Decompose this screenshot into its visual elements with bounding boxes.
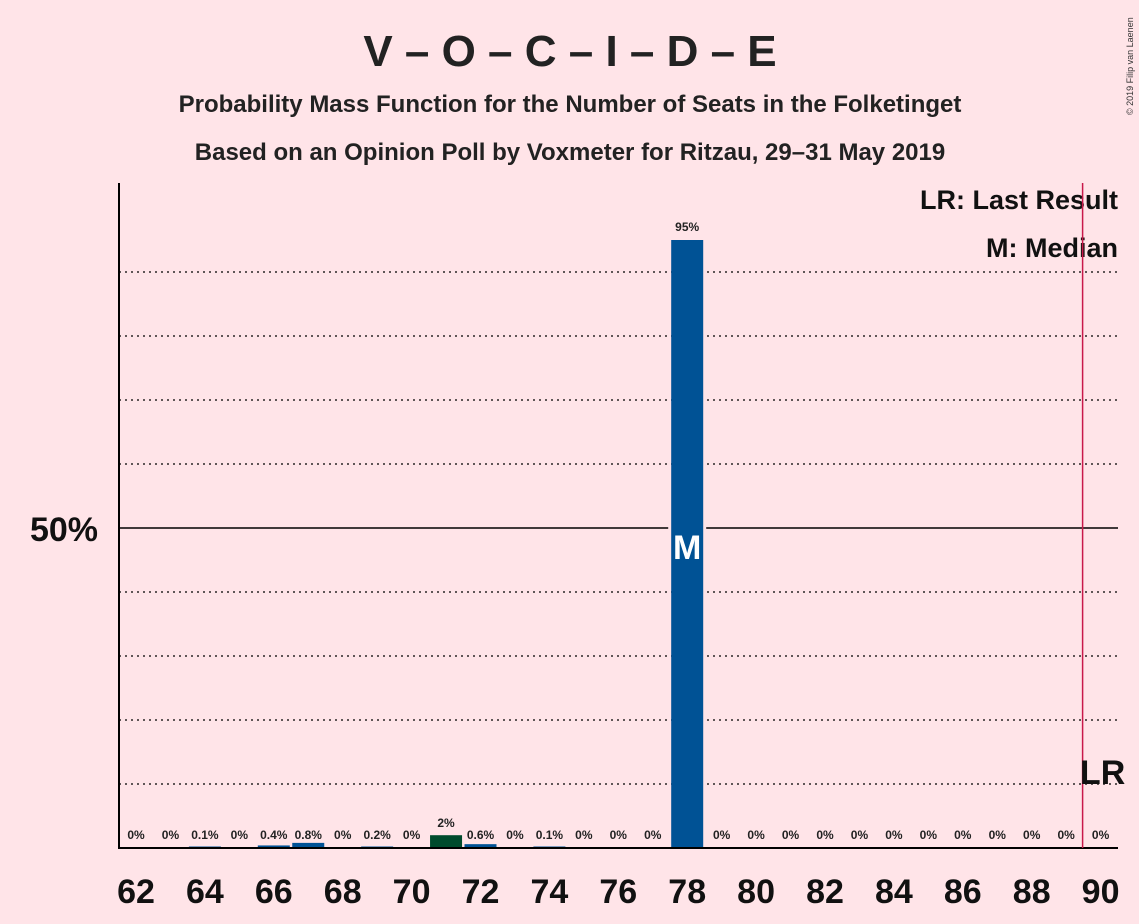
x-tick-label-62: 62 xyxy=(117,873,155,911)
bar-seat-67 xyxy=(292,842,325,848)
bar-labels: 0% 0% 0.1% 0% 0.4% 0.8% 0% 0.2% 0% 2% 0.6% 0% 0.1% 0%… xyxy=(127,220,1109,842)
x-tick-label-70: 70 xyxy=(393,873,431,911)
bar-label-seat-81: 0% xyxy=(782,828,800,842)
bar-label-seat-74: 0.1% xyxy=(536,828,564,842)
x-tick-label-64: 64 xyxy=(186,873,224,911)
bar-label-seat-71: 2% xyxy=(437,816,455,830)
bar-label-seat-73: 0% xyxy=(506,828,524,842)
bar-label-seat-66: 0.4% xyxy=(260,828,288,842)
x-tick-label-84: 84 xyxy=(875,873,913,911)
bar-label-seat-80: 0% xyxy=(747,828,765,842)
bar-label-seat-63: 0% xyxy=(162,828,180,842)
x-tick-label-86: 86 xyxy=(944,873,982,911)
bar-seat-78 xyxy=(671,240,704,848)
bar-label-seat-85: 0% xyxy=(920,828,938,842)
x-tick-label-80: 80 xyxy=(737,873,775,911)
bar-label-seat-68: 0% xyxy=(334,828,352,842)
x-tick-label-66: 66 xyxy=(255,873,293,911)
bar-label-seat-87: 0% xyxy=(989,828,1007,842)
bar-seat-71 xyxy=(430,835,463,848)
bar-label-seat-83: 0% xyxy=(851,828,869,842)
x-tick-label-74: 74 xyxy=(530,873,568,911)
bar-label-seat-88: 0% xyxy=(1023,828,1041,842)
bars xyxy=(188,240,707,848)
bar-label-seat-77: 0% xyxy=(644,828,662,842)
bar-label-seat-86: 0% xyxy=(954,828,972,842)
last-result-marker: LR xyxy=(1080,754,1125,792)
bar-label-seat-90: 0% xyxy=(1092,828,1110,842)
markers: LR M xyxy=(673,183,1125,848)
bar-label-seat-76: 0% xyxy=(610,828,628,842)
x-tick-label-68: 68 xyxy=(324,873,362,911)
bar-seat-72 xyxy=(464,844,497,848)
y-tick-label-50: 50% xyxy=(30,511,98,549)
bar-seat-66 xyxy=(257,845,290,848)
bar-label-seat-65: 0% xyxy=(231,828,249,842)
bar-label-seat-69: 0.2% xyxy=(363,828,391,842)
bar-label-seat-70: 0% xyxy=(403,828,421,842)
bar-label-seat-78: 95% xyxy=(675,220,699,234)
grid-lines xyxy=(119,271,1118,785)
bar-label-seat-62: 0% xyxy=(127,828,145,842)
x-tick-label-82: 82 xyxy=(806,873,844,911)
bar-label-seat-79: 0% xyxy=(713,828,731,842)
bar-label-seat-82: 0% xyxy=(816,828,834,842)
bar-label-seat-75: 0% xyxy=(575,828,593,842)
bar-label-seat-64: 0.1% xyxy=(191,828,219,842)
x-tick-label-88: 88 xyxy=(1013,873,1051,911)
x-tick-labels: 62 64 66 68 70 72 74 76 78 80 82 84 86 88 90 xyxy=(117,873,1119,911)
copyright-text: © 2019 Filip van Laenen xyxy=(1125,17,1135,115)
bar-label-seat-84: 0% xyxy=(885,828,903,842)
x-tick-label-90: 90 xyxy=(1082,873,1120,911)
legend-median: M: Median xyxy=(986,233,1118,263)
x-tick-label-78: 78 xyxy=(668,873,706,911)
chart-title: V – O – C – I – D – E xyxy=(363,27,776,76)
legend-last-result: LR: Last Result xyxy=(920,185,1118,215)
bar-label-seat-72: 0.6% xyxy=(467,828,495,842)
x-tick-label-72: 72 xyxy=(462,873,500,911)
median-marker: M xyxy=(673,529,701,567)
axes xyxy=(118,183,1118,849)
x-tick-label-76: 76 xyxy=(599,873,637,911)
bar-label-seat-67: 0.8% xyxy=(295,828,323,842)
chart-subtitle-1: Probability Mass Function for the Number… xyxy=(179,91,962,118)
chart-subtitle-2: Based on an Opinion Poll by Voxmeter for… xyxy=(195,139,945,166)
bar-label-seat-89: 0% xyxy=(1057,828,1075,842)
